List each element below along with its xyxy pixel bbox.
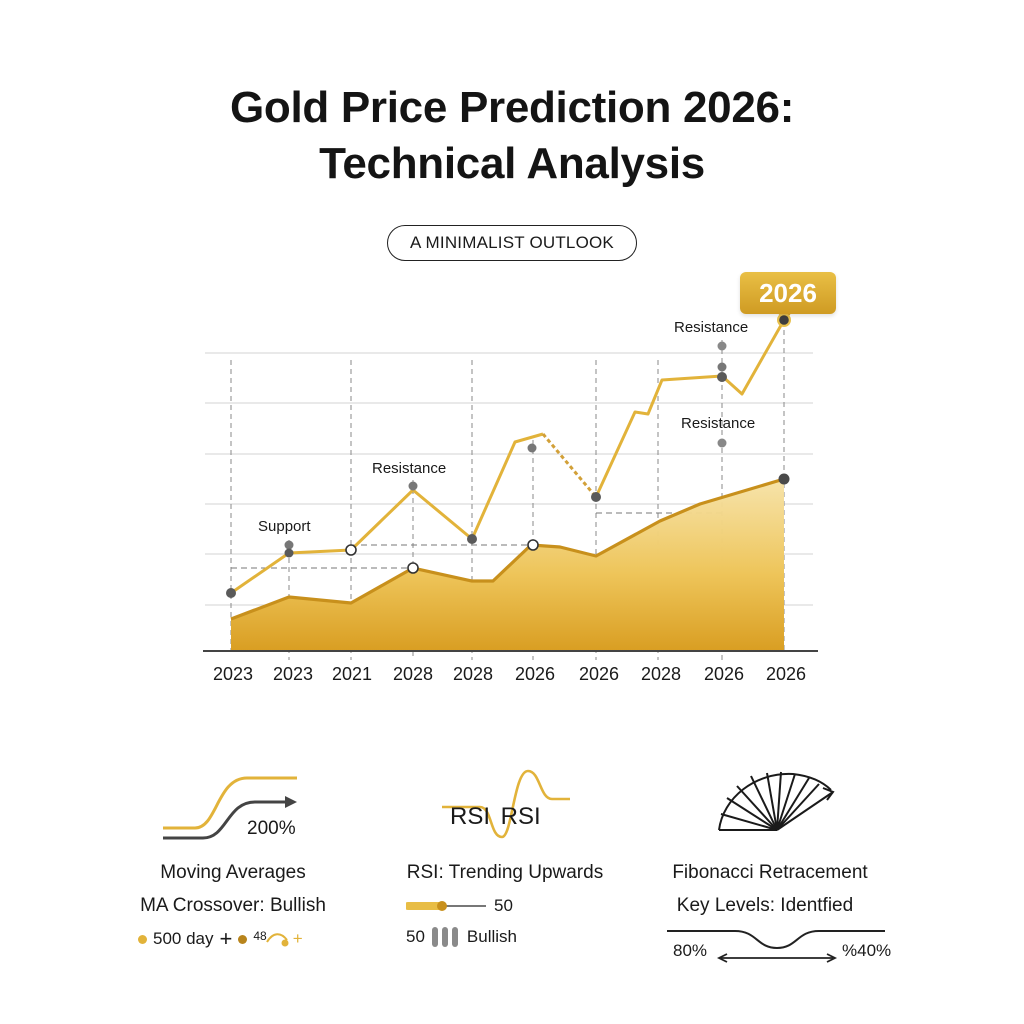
- mini-curve-icon: [265, 933, 289, 947]
- rsi-slider-value: 50: [494, 896, 513, 915]
- reference-lines: [231, 512, 726, 569]
- legend-500-day: 500 day: [153, 929, 214, 948]
- title-line-1: Gold Price Prediction 2026:: [229, 83, 795, 132]
- fibonacci-range-icon: [667, 930, 885, 963]
- annotation-support: Support: [258, 518, 311, 535]
- title-line-2: Technical Analysis: [319, 139, 705, 188]
- x-tick-label: 2028: [452, 664, 494, 684]
- fibonacci-right-percent: %40%: [842, 941, 892, 960]
- x-tick-label: 2021: [331, 664, 373, 684]
- fibonacci-status: Key Levels: Identfied: [676, 895, 854, 916]
- x-tick-label: 2026: [703, 664, 745, 684]
- moving-averages-title: Moving Averages: [160, 862, 306, 883]
- ma-percent-label: 200%: [247, 818, 296, 839]
- rsi-panel: RSI: Trending Upwards: [390, 862, 620, 884]
- open-markers: [345, 539, 539, 574]
- x-tick-label: 2023: [212, 664, 254, 684]
- area-series-line: [230, 477, 785, 621]
- x-tick-label: 2026: [578, 664, 620, 684]
- annotation-resistance-3: Resistance: [681, 415, 756, 432]
- annotation-resistance-2: Resistance: [674, 319, 749, 336]
- rsi-bullish-label: Bullish: [466, 927, 518, 946]
- rsi-bars-icon: [431, 927, 458, 947]
- rsi-title: RSI: Trending Upwards: [406, 862, 604, 883]
- ma-legend: 500 day + 48 +: [138, 926, 303, 952]
- moving-averages-panel: Moving Averages: [113, 862, 353, 884]
- page-title: Gold Price Prediction 2026: Technical An…: [0, 80, 1024, 192]
- rsi-bars-row: 50 Bullish: [406, 926, 517, 948]
- legend-48: 48: [253, 929, 267, 943]
- area-series: [231, 479, 784, 651]
- subtitle-pill: A MINIMALIST OUTLOOK: [387, 225, 637, 261]
- rsi-bars-prefix: 50: [406, 927, 425, 946]
- rsi-slider[interactable]: [406, 899, 488, 913]
- rsi-wave-icon: [442, 769, 570, 839]
- callout-badge-2026: 2026: [740, 272, 836, 314]
- fibonacci-left-percent: 80%: [673, 941, 708, 960]
- moving-average-icon: [163, 776, 297, 840]
- rsi-icon-label: RSI RSI: [450, 803, 541, 830]
- ma-status-wrap: MA Crossover: Bullish: [113, 895, 353, 917]
- x-axis-labels: 2023 2023 2021 2028 2028 2026 2026 2028 …: [0, 664, 1024, 688]
- fibonacci-title: Fibonacci Retracement: [672, 862, 868, 883]
- fibonacci-fan-icon: [718, 771, 835, 831]
- plus-icon-gold: +: [292, 929, 303, 948]
- fibonacci-status-wrap: Key Levels: Identfied: [645, 895, 885, 917]
- markers: [226, 341, 790, 598]
- plus-icon: +: [219, 926, 233, 951]
- ma-crossover-status: MA Crossover: Bullish: [140, 895, 326, 916]
- annotation-resistance-1: Resistance: [372, 460, 447, 477]
- x-tick-label: 2028: [392, 664, 434, 684]
- rsi-slider-row: 50: [406, 896, 513, 916]
- x-tick-label: 2026: [514, 664, 556, 684]
- price-line-dashed-segment: [541, 433, 598, 498]
- fibonacci-panel: Fibonacci Retracement: [650, 862, 890, 884]
- x-tick-label: 2026: [765, 664, 807, 684]
- price-line: [230, 432, 544, 595]
- x-tick-label: 2023: [272, 664, 314, 684]
- price-line-2: [594, 319, 786, 498]
- legend-dot-gold-icon: [138, 934, 147, 944]
- x-tick-label: 2028: [640, 664, 682, 684]
- legend-dot-bronze-icon: [238, 934, 248, 944]
